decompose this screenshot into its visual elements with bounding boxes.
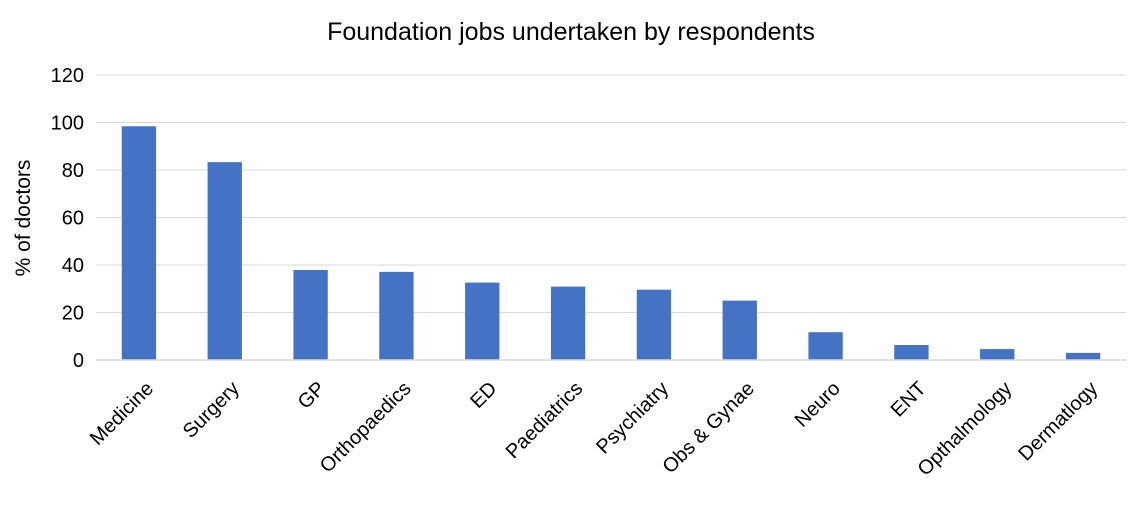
y-tick-labels: 0 20 40 60 80 100 120 bbox=[51, 65, 84, 372]
bar-opthalmology bbox=[980, 349, 1015, 360]
bar-obs-gynae bbox=[722, 300, 757, 360]
bar-medicine bbox=[121, 126, 157, 360]
y-tick-label: 80 bbox=[62, 160, 84, 182]
x-tick-label: Orthopaedics bbox=[316, 378, 416, 478]
y-tick-label: 0 bbox=[73, 350, 84, 372]
x-tick-label: Paediatrics bbox=[502, 378, 588, 464]
y-tick-label: 100 bbox=[51, 113, 84, 135]
bar-paediatrics bbox=[550, 286, 586, 360]
y-tick-label: 120 bbox=[51, 65, 84, 87]
x-tick-label: Surgery bbox=[179, 378, 244, 443]
y-tick-label: 60 bbox=[62, 208, 84, 230]
x-tick-label: GP bbox=[294, 378, 330, 414]
bar-ed bbox=[465, 282, 500, 360]
y-tick-label: 20 bbox=[62, 303, 84, 325]
bar-gp bbox=[293, 269, 328, 360]
bars bbox=[121, 126, 1101, 360]
bar-neuro bbox=[808, 332, 843, 360]
bar-dermatlogy bbox=[1065, 352, 1101, 360]
bar-ent bbox=[894, 345, 929, 360]
gridlines bbox=[96, 74, 1126, 313]
bar-psychiatry bbox=[636, 289, 672, 360]
x-tick-label: Obs & Gynae bbox=[658, 378, 758, 478]
bar-orthopaedics bbox=[379, 271, 414, 360]
x-tick-label: Dermatlogy bbox=[1014, 378, 1102, 466]
chart-title: Foundation jobs undertaken by respondent… bbox=[327, 18, 815, 46]
y-axis-title: % of doctors bbox=[12, 160, 35, 277]
x-tick-label: ENT bbox=[887, 378, 931, 422]
x-tick-label: Neuro bbox=[791, 378, 845, 432]
bar-surgery bbox=[207, 162, 242, 360]
x-tick-label: Psychiatry bbox=[592, 378, 673, 459]
y-tick-label: 40 bbox=[62, 255, 84, 277]
x-tick-label: Medicine bbox=[86, 378, 158, 450]
x-tick-label: ED bbox=[466, 378, 501, 413]
